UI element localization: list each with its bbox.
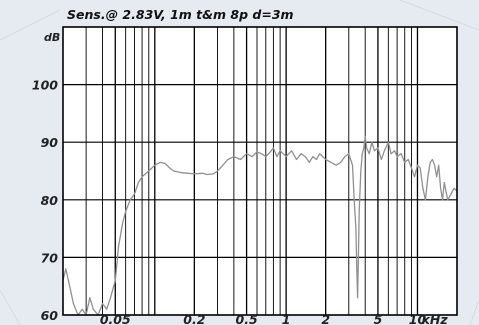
response-curve bbox=[62, 135, 458, 316]
y-tick-label: 70 bbox=[41, 250, 59, 265]
x-tick-label: 2 bbox=[321, 312, 330, 325]
series-lines bbox=[62, 135, 458, 316]
y-axis-label: dB bbox=[44, 31, 60, 44]
plot-frame bbox=[62, 26, 458, 316]
x-tick-label: 1 bbox=[282, 312, 291, 325]
x-tick-label: kHz bbox=[422, 312, 449, 325]
chart-title: Sens.@ 2.83V, 1m t&m 8p d=3m bbox=[67, 7, 294, 22]
plot-area bbox=[63, 27, 457, 315]
y-tick-labels: 100 90 80 70 60 bbox=[32, 78, 58, 323]
y-tick-label: 100 bbox=[32, 78, 58, 93]
x-tick-label: 10 bbox=[409, 312, 427, 325]
y-tick-label: 60 bbox=[41, 308, 59, 323]
x-tick-label: 0.05 bbox=[100, 312, 131, 325]
x-tick-label: 0.5 bbox=[236, 312, 258, 325]
x-tick-label: 5 bbox=[374, 312, 383, 325]
x-tick-label: 0.2 bbox=[183, 312, 205, 325]
y-tick-label: 80 bbox=[41, 193, 59, 208]
y-tick-label: 90 bbox=[41, 135, 59, 150]
